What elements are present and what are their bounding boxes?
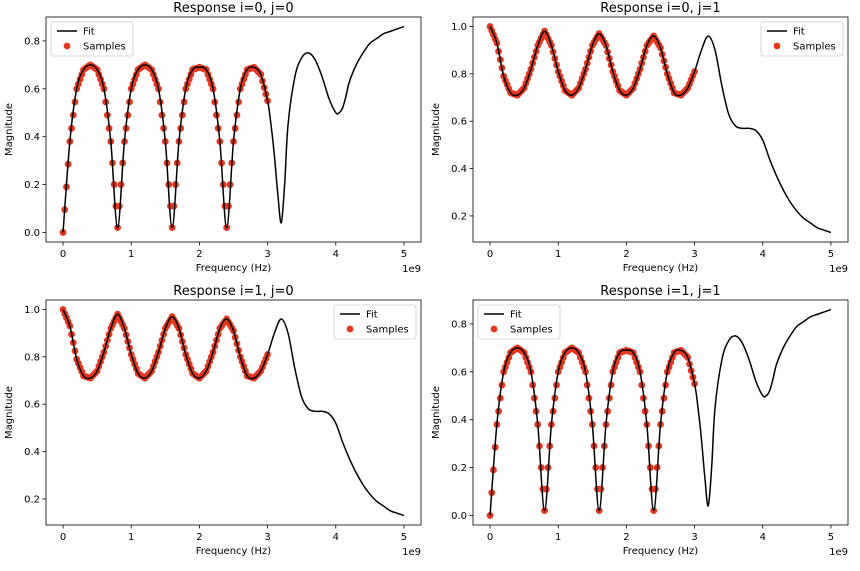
legend-fit-label: Fit xyxy=(793,27,805,38)
x-offset-label: 1e9 xyxy=(402,264,421,275)
x-tick-label: 1 xyxy=(555,532,561,543)
x-tick-label: 0 xyxy=(60,532,66,543)
legend-samples-label: Samples xyxy=(793,42,836,53)
y-tick-label: 0.2 xyxy=(24,180,40,191)
chart-title: Response i=0, j=0 xyxy=(173,1,293,16)
legend: Fit Samples xyxy=(333,304,417,340)
x-tick-label: 3 xyxy=(691,532,697,543)
y-tick-label: 0.4 xyxy=(451,164,467,175)
y-tick-label: 0.2 xyxy=(451,211,467,222)
subplot-0: Response i=0, j=0 0 1 2 3 4 5 0.0 0.2 0.4 0.6 0.8 Fr… xyxy=(4,1,422,275)
x-tick-label: 2 xyxy=(196,532,202,543)
x-axis-label: Frequency (Hz) xyxy=(196,546,272,557)
x-axis-label: Frequency (Hz) xyxy=(623,263,699,274)
y-tick-label: 0.8 xyxy=(451,319,467,330)
y-tick-label: 0.6 xyxy=(24,400,40,411)
x-tick-label: 2 xyxy=(623,249,629,260)
fit-line xyxy=(62,309,405,517)
y-axis-label: Magnitude xyxy=(4,103,15,156)
y-tick-label: 0.4 xyxy=(24,447,40,458)
x-tick-label: 0 xyxy=(487,532,493,543)
y-tick-label: 0.4 xyxy=(24,132,40,143)
y-tick-label: 0.6 xyxy=(451,117,467,128)
legend: Fit Samples xyxy=(760,21,844,57)
x-tick-label: 5 xyxy=(828,249,834,260)
x-tick-label: 0 xyxy=(487,249,493,260)
x-tick-label: 1 xyxy=(128,249,134,260)
x-tick-label: 3 xyxy=(691,249,697,260)
x-offset-label: 1e9 xyxy=(829,547,848,558)
y-tick-label: 0.8 xyxy=(24,352,40,363)
axes-frame xyxy=(45,16,422,243)
samples-series xyxy=(59,306,271,382)
y-tick-label: 0.4 xyxy=(451,415,467,426)
y-tick-label: 0.2 xyxy=(451,463,467,474)
x-tick-label: 4 xyxy=(333,249,339,260)
legend-fit-label: Fit xyxy=(366,310,378,321)
x-tick-label: 1 xyxy=(555,249,561,260)
x-tick-label: 3 xyxy=(264,249,270,260)
chart-title: Response i=1, j=0 xyxy=(173,284,293,299)
x-tick-label: 1 xyxy=(128,532,134,543)
x-axis-label: Frequency (Hz) xyxy=(196,263,272,274)
y-tick-label: 0.0 xyxy=(451,511,467,522)
x-offset-label: 1e9 xyxy=(402,547,421,558)
legend-samples-swatch xyxy=(773,42,781,50)
x-tick-label: 4 xyxy=(760,249,766,260)
y-axis-label: Magnitude xyxy=(4,386,15,439)
legend-samples-label: Samples xyxy=(510,325,553,336)
chart-title: Response i=0, j=1 xyxy=(600,1,720,16)
x-tick-label: 2 xyxy=(623,532,629,543)
legend-samples-swatch xyxy=(346,325,354,333)
legend-samples-label: Samples xyxy=(366,325,409,336)
y-tick-label: 0.6 xyxy=(24,84,40,95)
fit-line xyxy=(62,25,405,233)
x-tick-label: 5 xyxy=(828,532,834,543)
legend-fit-label: Fit xyxy=(510,310,522,321)
subplot-2: Response i=1, j=0 0 1 2 3 4 5 0.2 0.4 0.6 0.8 1.0 Fr… xyxy=(4,284,422,558)
x-tick-label: 5 xyxy=(401,249,407,260)
fit-line xyxy=(489,26,832,234)
legend: Fit Samples xyxy=(477,304,561,340)
subplot-3: Response i=1, j=1 0 1 2 3 4 5 0.0 0.2 0.4 0.6 0.8 Fr… xyxy=(431,284,849,558)
y-axis-label: Magnitude xyxy=(431,386,442,439)
y-tick-label: 0.8 xyxy=(24,36,40,47)
x-tick-label: 4 xyxy=(760,532,766,543)
legend-fit-label: Fit xyxy=(83,27,95,38)
y-tick-label: 0.0 xyxy=(24,228,40,239)
samples-series xyxy=(486,23,698,99)
y-tick-label: 0.8 xyxy=(451,69,467,80)
legend: Fit Samples xyxy=(50,21,134,57)
legend-samples-label: Samples xyxy=(83,42,126,53)
fit-line xyxy=(489,308,832,516)
x-tick-label: 5 xyxy=(401,532,407,543)
chart-title: Response i=1, j=1 xyxy=(600,284,720,299)
y-axis-label: Magnitude xyxy=(431,103,442,156)
axes-frame xyxy=(45,299,422,526)
axes-frame xyxy=(472,299,849,526)
x-axis-label: Frequency (Hz) xyxy=(623,546,699,557)
x-offset-label: 1e9 xyxy=(829,264,848,275)
subplot-1: Response i=0, j=1 0 1 2 3 4 5 0.2 0.4 0.6 0.8 1.0 Fr… xyxy=(431,1,849,275)
legend-samples-swatch xyxy=(63,42,71,50)
y-tick-label: 1.0 xyxy=(24,305,40,316)
x-tick-label: 3 xyxy=(264,532,270,543)
y-tick-label: 0.6 xyxy=(451,367,467,378)
axes-frame xyxy=(472,16,849,243)
x-tick-label: 0 xyxy=(60,249,66,260)
legend-samples-swatch xyxy=(490,325,498,333)
y-tick-label: 1.0 xyxy=(451,22,467,33)
sample-point xyxy=(59,229,67,236)
x-tick-label: 4 xyxy=(333,532,339,543)
y-tick-label: 0.2 xyxy=(24,494,40,505)
x-tick-label: 2 xyxy=(196,249,202,260)
